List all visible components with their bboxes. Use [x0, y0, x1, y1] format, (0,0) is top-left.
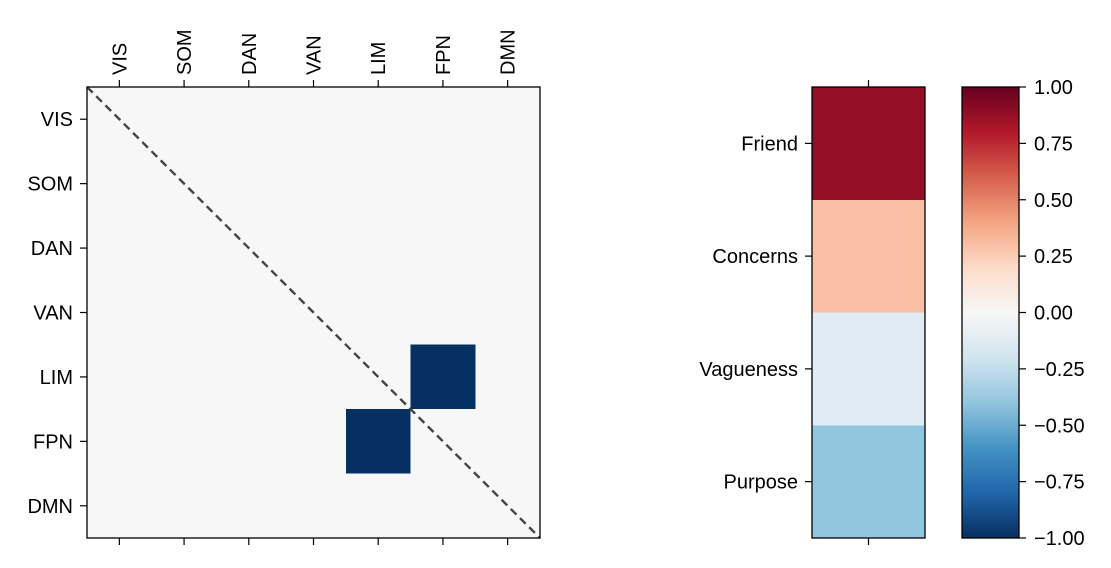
matrix-cell-van-dmn — [475, 280, 541, 346]
matrix-cell-fpn-dan — [216, 409, 282, 475]
colorbar-tick-label-3: 0.25 — [1034, 246, 1073, 268]
x-tick-label-vis: VIS — [109, 43, 131, 75]
matrix-cell-fpn-van — [281, 409, 347, 475]
matrix-cell-vis-lim — [345, 87, 412, 153]
diagonal-dashed-line — [86, 86, 541, 539]
colorbar-tick-label-5: −0.25 — [1034, 359, 1085, 381]
x-tick-label-som: SOM — [174, 29, 196, 75]
y-tick-label-lim: LIM — [40, 367, 73, 389]
y-tick-label-som: SOM — [27, 174, 73, 196]
matrix-cell-fpn-lim — [345, 409, 412, 475]
weights-label-vagueness: Vagueness — [699, 359, 798, 381]
weight-cell-purpose — [812, 425, 925, 539]
matrix-cell-dan-vis — [87, 215, 153, 281]
x-tick-label-fpn: FPN — [433, 35, 455, 75]
matrix-cell-vis-van — [281, 87, 347, 153]
matrix-cell-som-lim — [345, 151, 412, 217]
matrix-cell-fpn-som — [151, 409, 218, 475]
matrix-cell-dan-som — [151, 215, 218, 281]
matrix-cell-dan-van — [281, 215, 347, 281]
weight-cell-friend — [812, 87, 925, 201]
connectivity-matrix-panel: VIS SOM DAN VAN LIM FPN DMN VIS SOM DAN VAN LIM FPN D… — [27, 29, 541, 545]
colorbar-tick-label-4: 0.00 — [1034, 303, 1073, 325]
matrix-cell-dan-lim — [345, 215, 412, 281]
colorbar-tick-label-7: −0.75 — [1034, 472, 1085, 494]
matrix-cell-vis-dan — [216, 87, 282, 153]
colorbar-tick-label-8: −1.00 — [1034, 528, 1085, 550]
matrix-cell-som-vis — [87, 151, 153, 217]
matrix-cell-lim-som — [151, 344, 218, 410]
matrix-cell-dan-fpn — [410, 215, 476, 281]
matrix-cell-dmn-fpn — [410, 473, 476, 539]
weights-label-purpose: Purpose — [724, 472, 799, 494]
matrix-cell-lim-dmn — [475, 344, 541, 410]
matrix-cell-fpn-vis — [87, 409, 153, 475]
matrix-cell-vis-dmn — [475, 87, 541, 153]
matrix-cell-dan-dmn — [475, 215, 541, 281]
matrix-cell-lim-fpn — [410, 344, 476, 410]
matrix-cell-som-van — [281, 151, 347, 217]
x-tick-label-dmn: DMN — [498, 29, 520, 75]
matrix-cell-van-som — [151, 280, 218, 346]
matrix-cell-van-fpn — [410, 280, 476, 346]
colorbar-tick-label-1: 0.75 — [1034, 133, 1073, 155]
weight-cell-concerns — [812, 199, 925, 314]
matrix-cell-fpn-dmn — [475, 409, 541, 475]
matrix-cell-van-lim — [345, 280, 412, 346]
matrix-cell-van-vis — [87, 280, 153, 346]
weights-label-concerns: Concerns — [712, 246, 798, 268]
matrix-cell-lim-dan — [216, 344, 282, 410]
matrix-cell-vis-som — [151, 87, 218, 153]
colorbar-fill — [962, 87, 1019, 538]
y-tick-label-vis: VIS — [41, 109, 73, 131]
matrix-cell-dmn-lim — [345, 473, 412, 539]
matrix-cell-vis-fpn — [410, 87, 476, 153]
item-weights-panel: Friend Concerns Vagueness Purpose — [699, 80, 926, 545]
colorbar-tick-label-6: −0.50 — [1034, 415, 1085, 437]
x-tick-label-dan: DAN — [239, 33, 261, 75]
matrix-cell-som-fpn — [410, 151, 476, 217]
y-tick-label-fpn: FPN — [33, 431, 73, 453]
y-tick-label-dan: DAN — [31, 238, 73, 260]
matrix-cell-dmn-van — [281, 473, 347, 539]
matrix-cell-som-dan — [216, 151, 282, 217]
weight-cell-vagueness — [812, 312, 925, 426]
x-tick-label-van: VAN — [304, 35, 326, 75]
y-tick-label-van: VAN — [33, 303, 73, 325]
matrix-cell-lim-van — [281, 344, 347, 410]
colorbar-tick-label-2: 0.50 — [1034, 190, 1073, 212]
matrix-cell-som-dmn — [475, 151, 541, 217]
matrix-cell-van-dan — [216, 280, 282, 346]
matrix-cell-dmn-som — [151, 473, 218, 539]
colorbar-tick-label-0: 1.00 — [1034, 77, 1073, 99]
colorbar-panel: 1.00 0.75 0.50 0.25 0.00 −0.25 −0.50 −0.75 −1.00 — [961, 77, 1085, 550]
x-tick-label-lim: LIM — [368, 42, 390, 75]
matrix-cell-dmn-vis — [87, 473, 153, 539]
y-tick-label-dmn: DMN — [27, 496, 73, 518]
matrix-cell-dmn-dan — [216, 473, 282, 539]
matrix-cell-lim-vis — [87, 344, 153, 410]
weights-label-friend: Friend — [741, 133, 798, 155]
